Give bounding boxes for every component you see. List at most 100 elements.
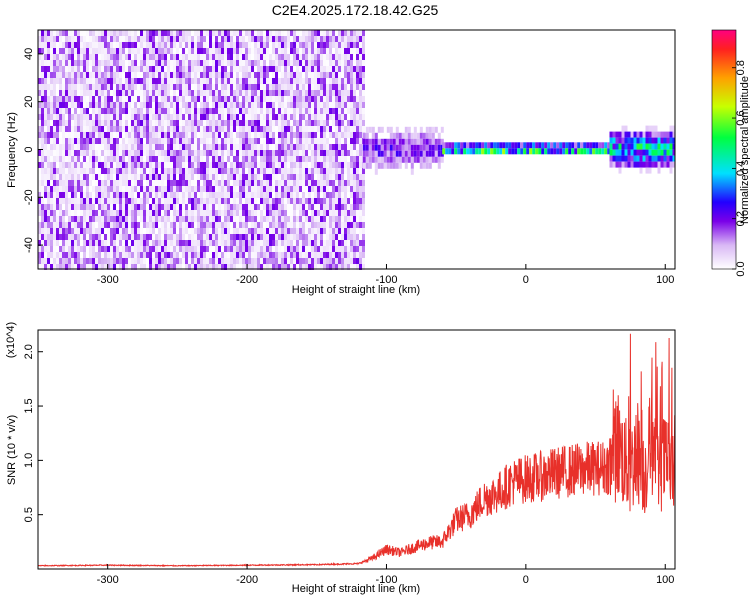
heatmap-cell [356, 84, 359, 90]
heatmap-cell [275, 102, 278, 108]
heatmap-cell [38, 144, 41, 150]
heatmap-cell [125, 42, 128, 48]
heatmap-cell [341, 126, 344, 132]
heatmap-cell [59, 54, 62, 60]
heatmap-cell [263, 222, 266, 228]
heatmap-cell [62, 174, 65, 180]
heatmap-cell [83, 48, 86, 54]
heatmap-cell [41, 126, 44, 132]
heatmap-cell [53, 90, 56, 96]
heatmap-cell [257, 108, 260, 114]
heatmap-cell [206, 246, 209, 252]
heatmap-cell [362, 108, 365, 114]
heatmap-cell [630, 161, 634, 168]
heatmap-cell [206, 222, 209, 228]
heatmap-cell [44, 48, 47, 54]
heatmap-cell [194, 90, 197, 96]
heatmap-cell [335, 180, 338, 186]
heatmap-cell [221, 60, 224, 66]
heatmap-cell [544, 148, 548, 155]
heatmap-cell [185, 132, 188, 138]
heatmap-cell [50, 90, 53, 96]
heatmap-cell [386, 156, 390, 163]
heatmap-cell [122, 96, 125, 102]
heatmap-cell [242, 138, 245, 144]
heatmap-cell [86, 246, 89, 252]
heatmap-cell [248, 30, 251, 36]
heatmap-cell [188, 198, 191, 204]
heatmap-cell [254, 102, 257, 108]
heatmap-cell [221, 156, 224, 162]
heatmap-cell [630, 149, 634, 156]
heatmap-cell [80, 162, 83, 168]
heatmap-cell [113, 204, 116, 210]
heatmap-cell [257, 84, 260, 90]
heatmap-cell [469, 142, 473, 149]
heatmap-cell [215, 228, 218, 234]
heatmap-cell [71, 198, 74, 204]
heatmap-cell [347, 264, 350, 270]
heatmap-cell [65, 120, 68, 126]
heatmap-cell [335, 222, 338, 228]
heatmap-cell [149, 246, 152, 252]
heatmap-cell [508, 142, 512, 149]
heatmap-cell [173, 30, 176, 36]
heatmap-cell [101, 96, 104, 102]
heatmap-cell [41, 156, 44, 162]
heatmap-cell [359, 54, 362, 60]
heatmap-cell [98, 96, 101, 102]
heatmap-cell [302, 198, 305, 204]
heatmap-cell [308, 114, 311, 120]
heatmap-cell [83, 72, 86, 78]
heatmap-cell [281, 210, 284, 216]
heatmap-cell [155, 186, 158, 192]
heatmap-cell [47, 114, 50, 120]
heatmap-cell [179, 102, 182, 108]
heatmap-cell [275, 84, 278, 90]
heatmap-cell [83, 246, 86, 252]
heatmap-cell [122, 60, 125, 66]
heatmap-cell [347, 168, 350, 174]
heatmap-cell [227, 144, 230, 150]
heatmap-cell [353, 204, 356, 210]
heatmap-cell [224, 36, 227, 42]
heatmap-cell [161, 246, 164, 252]
heatmap-cell [308, 84, 311, 90]
heatmap-cell [41, 60, 44, 66]
heatmap-cell [317, 240, 320, 246]
heatmap-cell [128, 150, 131, 156]
heatmap-cell [413, 138, 417, 145]
heatmap-cell [350, 102, 353, 108]
heatmap-cell [209, 30, 212, 36]
heatmap-cell [209, 54, 212, 60]
heatmap-cell [92, 150, 95, 156]
heatmap-cell [356, 222, 359, 228]
heatmap-cell [260, 144, 263, 150]
heatmap-cell [317, 228, 320, 234]
heatmap-cell [248, 174, 251, 180]
heatmap-cell [143, 120, 146, 126]
heatmap-cell [353, 72, 356, 78]
heatmap-cell [116, 234, 119, 240]
heatmap-cell [248, 126, 251, 132]
heatmap-cell [245, 264, 248, 270]
heatmap-cell [119, 42, 122, 48]
heatmap-cell [266, 36, 269, 42]
heatmap-cell [329, 228, 332, 234]
heatmap-cell [56, 72, 59, 78]
heatmap-cell [74, 36, 77, 42]
heatmap-cell [149, 78, 152, 84]
snr-frame [37, 329, 676, 570]
heatmap-cell [233, 30, 236, 36]
heatmap-cell [170, 114, 173, 120]
heatmap-cell [227, 228, 230, 234]
heatmap-cell [137, 246, 140, 252]
heatmap-cell [65, 78, 68, 84]
heatmap-cell [173, 246, 176, 252]
heatmap-cell [131, 84, 134, 90]
heatmap-cell [329, 132, 332, 138]
heatmap-cell [122, 258, 125, 264]
heatmap-cell [308, 174, 311, 180]
heatmap-cell [374, 144, 378, 151]
